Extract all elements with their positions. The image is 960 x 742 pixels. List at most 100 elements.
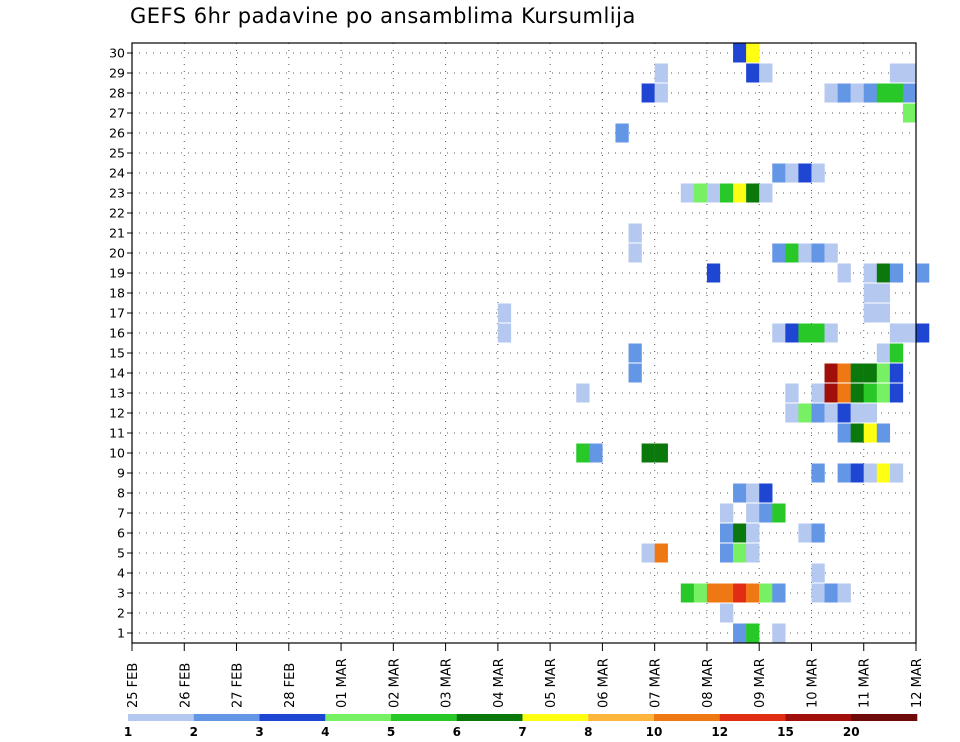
heatmap-cell: [837, 423, 851, 443]
legend-swatch: [325, 714, 392, 721]
heatmap-cell: [824, 83, 838, 103]
y-tick-label: 5: [117, 546, 125, 561]
x-tick-label: 04 MAR: [492, 658, 507, 708]
heatmap-cell: [785, 243, 799, 263]
y-tick-label: 9: [117, 466, 125, 481]
heatmap-cell: [733, 183, 747, 203]
heatmap-cell: [889, 263, 904, 283]
heatmap-cell: [706, 263, 721, 283]
y-tick-label: 1: [117, 626, 125, 641]
x-tick-label: 05 MAR: [544, 658, 559, 708]
heatmap-cell: [628, 343, 642, 363]
heatmap-cell: [916, 323, 930, 343]
heatmap-cell: [811, 523, 825, 543]
heatmap-cell: [720, 183, 734, 203]
legend-swatch: [851, 714, 918, 721]
legend-label: 1: [124, 725, 132, 739]
heatmap-cell: [811, 383, 825, 403]
heatmap-cell: [759, 483, 773, 503]
legend-swatch: [522, 714, 589, 721]
heatmap-cell: [889, 463, 904, 483]
heatmap-cell: [837, 583, 851, 603]
legend-label: 4: [321, 725, 329, 739]
heatmap-cell: [837, 403, 851, 423]
heatmap-cell: [824, 323, 838, 343]
heatmap-cell: [850, 363, 864, 383]
y-tick-label: 11: [109, 426, 125, 441]
heatmap-cell: [746, 503, 760, 523]
heatmap-cell: [811, 583, 825, 603]
y-tick-label: 7: [117, 506, 125, 521]
heatmap-cell: [811, 463, 825, 483]
x-tick-label: 28 FEB: [283, 663, 298, 708]
y-tick-label: 25: [109, 146, 125, 161]
legend: 1 2 3 4 5 6 7 8 10 12 15 20: [124, 714, 918, 739]
heatmap-cell: [785, 163, 799, 183]
heatmap-cell: [876, 303, 891, 323]
heatmap-cell: [798, 523, 812, 543]
heatmap-cell: [772, 323, 786, 343]
heatmap-cell: [720, 503, 734, 523]
heatmap-cell: [811, 403, 825, 423]
y-tick-label: 8: [117, 486, 125, 501]
x-tick-label: 06 MAR: [596, 658, 611, 708]
heatmap-cell: [641, 543, 655, 563]
y-tick-label: 16: [109, 326, 125, 341]
y-tick-label: 23: [109, 186, 125, 201]
heatmap-cell: [889, 383, 904, 403]
heatmap-cell: [680, 583, 695, 603]
heatmap-cell: [680, 183, 695, 203]
y-tick-label: 12: [109, 406, 125, 421]
y-tick-label: 29: [109, 66, 125, 81]
heatmap-cell: [824, 403, 838, 423]
heatmap-cell: [837, 363, 851, 383]
heatmap-cell: [772, 163, 786, 183]
heatmap-cell: [733, 523, 747, 543]
heatmap-cell: [863, 363, 877, 383]
legend-swatch: [259, 714, 326, 721]
heatmap-cell: [824, 243, 838, 263]
x-tick-label: 01 MAR: [335, 658, 350, 708]
heatmap-cell: [785, 403, 799, 423]
heatmap-cell: [798, 403, 812, 423]
y-tick-label: 20: [109, 246, 125, 261]
heatmap-cell: [772, 583, 786, 603]
heatmap-cell: [850, 383, 864, 403]
legend-label: 15: [777, 725, 794, 739]
legend-swatch: [654, 714, 721, 721]
heatmap-cell: [824, 363, 838, 383]
heatmap-cell: [576, 443, 590, 463]
heatmap-cell: [798, 323, 812, 343]
heatmap-cell: [837, 263, 851, 283]
heatmap-cell: [693, 583, 708, 603]
heatmap-cell: [746, 63, 760, 83]
heatmap-cell: [876, 423, 891, 443]
heatmap-cell: [720, 583, 734, 603]
heatmap-cell: [628, 363, 642, 383]
heatmap-cell: [746, 583, 760, 603]
heatmap-cell: [589, 443, 603, 463]
heatmap-cell: [746, 523, 760, 543]
y-tick-label: 27: [109, 106, 125, 121]
legend-swatch: [785, 714, 852, 721]
heatmap-cell: [576, 383, 590, 403]
heatmap-cell: [876, 463, 891, 483]
heatmap-cell: [628, 243, 642, 263]
heatmap-cell: [876, 383, 891, 403]
legend-swatch: [456, 714, 523, 721]
heatmap-cell: [863, 83, 877, 103]
heatmap-cell: [733, 623, 747, 643]
heatmap-cell: [837, 83, 851, 103]
heatmap-cell: [902, 103, 917, 123]
heatmap-cell: [850, 403, 864, 423]
heatmap-cell: [733, 43, 747, 63]
y-tick-label: 10: [109, 446, 125, 461]
heatmap-cell: [733, 543, 747, 563]
heatmap-cell: [654, 443, 668, 463]
heatmap-cell: [693, 183, 708, 203]
heatmap-cell: [706, 583, 721, 603]
heatmap-cell: [824, 383, 838, 403]
axes: 1234567891011121314151617181920212223242…: [109, 42, 925, 708]
x-tick-label: 03 MAR: [440, 658, 455, 708]
heatmap-cell: [863, 383, 877, 403]
